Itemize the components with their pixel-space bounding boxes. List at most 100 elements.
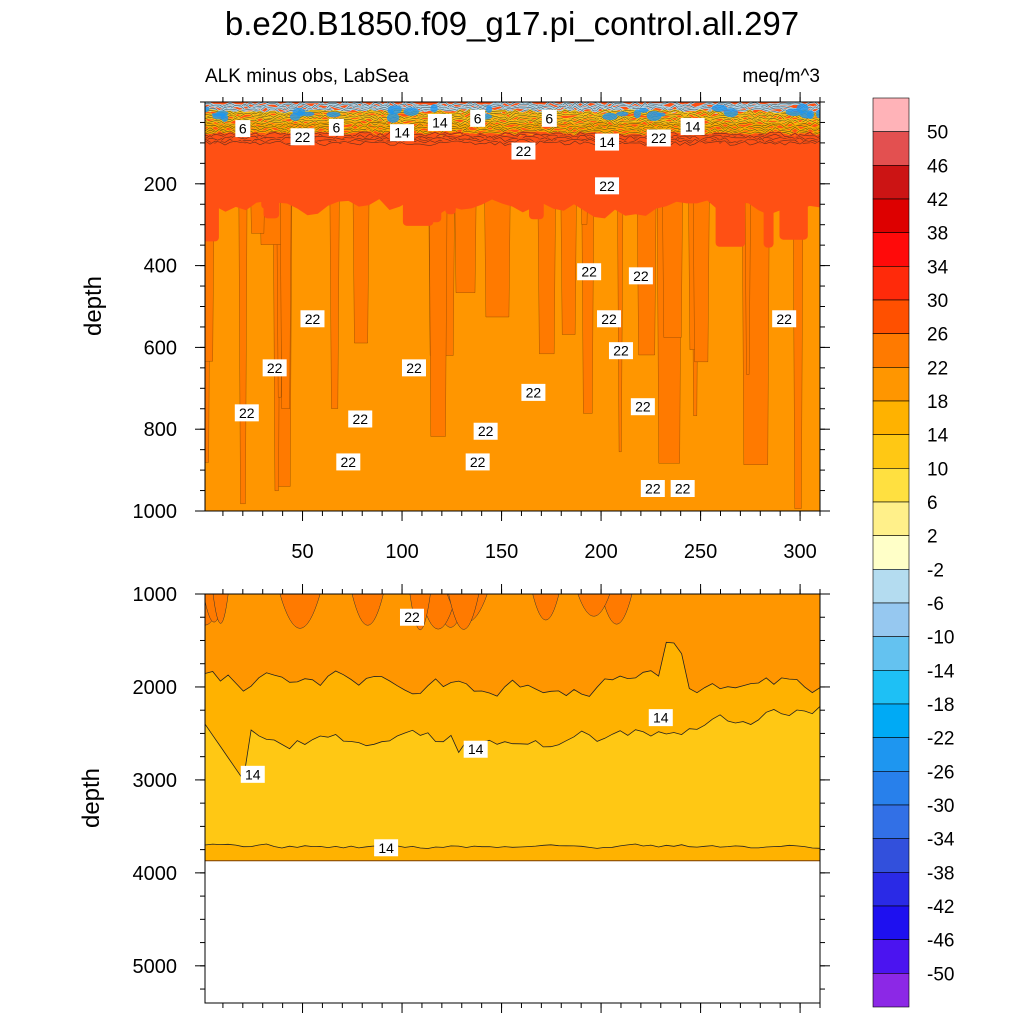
colorbar-label: -30 <box>927 796 954 817</box>
contour-label-text: 14 <box>378 840 394 856</box>
figure-title: b.e20.B1850.f09_g17.pi_control.all.297 <box>225 5 799 42</box>
surface-negative-spot <box>633 109 641 119</box>
contour-label-text: 22 <box>295 129 311 145</box>
surface-negative-spot <box>216 110 229 116</box>
surface-contour-line <box>205 102 820 107</box>
contour-label-text: 22 <box>341 454 357 470</box>
contour-label: 6 <box>541 109 557 127</box>
colorbar-box <box>872 602 910 637</box>
colorbar-box <box>872 232 910 267</box>
surface-negative-spot <box>646 111 662 121</box>
contour-label-text: 22 <box>581 264 597 280</box>
colorbar-label: 22 <box>927 358 948 379</box>
contour-label: 22 <box>262 359 287 377</box>
contour-label-text: 22 <box>406 360 422 376</box>
contour-label-text: 22 <box>305 311 321 327</box>
contour-14-line-lower <box>205 843 820 849</box>
surface-negative-spot <box>387 109 394 114</box>
contour-label-text: 14 <box>685 119 701 135</box>
contour-label-text: 22 <box>601 311 617 327</box>
contour-label: 22 <box>511 142 536 160</box>
contour-label-box <box>300 310 325 328</box>
fill-band-26-lobe <box>448 594 480 630</box>
contour-label-box <box>235 120 251 138</box>
surface-negative-spot <box>723 108 738 118</box>
contour-label-text: 22 <box>478 423 494 439</box>
colorbar-box <box>872 872 910 907</box>
surface-negative-spot <box>292 107 306 116</box>
contour-label: 22 <box>521 383 546 401</box>
colorbar-label: -50 <box>927 964 954 985</box>
contour-label: 22 <box>628 267 653 285</box>
plot-frame <box>204 593 821 1004</box>
contour-label-box <box>390 124 415 142</box>
y-tick-label: 200 <box>144 174 177 196</box>
colorbar-box <box>872 501 910 536</box>
contour-label-box <box>401 359 426 377</box>
contour-14-line <box>205 706 820 781</box>
colorbar-label: -42 <box>927 897 954 918</box>
contour-label-text: 14 <box>599 134 615 150</box>
colorbar-label: -34 <box>927 830 955 851</box>
fill-band-30-patch <box>779 122 808 240</box>
contour-label-box <box>670 480 695 498</box>
colorbar-box <box>872 771 910 806</box>
contour-label-text: 22 <box>599 178 615 194</box>
colorbar-box <box>872 131 910 166</box>
contour-label: 22 <box>473 422 498 440</box>
contour-label-text: 6 <box>332 119 340 135</box>
contour-label-box <box>597 310 622 328</box>
surface-negative-spot <box>616 111 629 117</box>
upper-panel: 6 22 6 14 14 6 6 22 14 22 14 22 22 22 22 22 22 22 22 22 22 22… <box>133 92 830 563</box>
contour-label-box <box>348 410 373 428</box>
x-tick-label: 250 <box>684 541 717 563</box>
colorbar-label: -14 <box>927 661 955 682</box>
fill-band-26-lobe <box>212 594 229 624</box>
colorbar-label: 26 <box>927 325 948 346</box>
contour-label-text: 6 <box>239 121 247 137</box>
contour-label-box <box>470 109 486 127</box>
contour-label-text: 22 <box>267 360 283 376</box>
contour-label: 22 <box>465 453 490 471</box>
colorbar-box <box>872 367 910 402</box>
contour-label-box <box>399 608 424 626</box>
contour-label-box <box>240 765 265 783</box>
contour-label: 22 <box>290 128 315 146</box>
fill-band-30-patch <box>715 122 746 247</box>
surface-negative-spot <box>602 112 618 121</box>
contour-label-box <box>521 383 546 401</box>
colorbar-box <box>872 670 910 705</box>
contour-label-text: 22 <box>633 268 649 284</box>
contour-label-box <box>463 740 488 758</box>
contour-label: 22 <box>399 608 424 626</box>
colorbar-label: 14 <box>927 426 949 447</box>
contour-label-text: 22 <box>635 399 651 415</box>
contour-label-text: 14 <box>394 125 410 141</box>
fill-band-30-patch <box>402 122 434 226</box>
colorbar-box <box>872 737 910 772</box>
contour-label-box <box>328 118 344 136</box>
fill-band-26-lobe <box>601 594 633 625</box>
contour-label: 22 <box>401 359 426 377</box>
fill-band-26-lobe <box>351 594 384 626</box>
colorbar: 50 46 42 38 34 30 26 22 18 14 10 6 2 -2 -6 -10 -14 -18 -22… <box>872 97 955 1008</box>
y-tick-label: 1000 <box>133 584 178 606</box>
fill-band-22 <box>205 594 820 697</box>
contour-label-text: 22 <box>776 311 792 327</box>
contour-label-text: 22 <box>645 481 661 497</box>
fill-band-14 <box>205 706 820 849</box>
colorbar-box <box>872 165 910 200</box>
colorbar-label: 6 <box>927 493 938 514</box>
colorbar-label: -38 <box>927 863 954 884</box>
colorbar-box <box>872 569 910 604</box>
contour-label: 22 <box>577 263 602 281</box>
colorbar-label: 18 <box>927 392 948 413</box>
y-tick-label: 1000 <box>133 501 178 523</box>
contour-label-box <box>646 129 671 147</box>
colorbar-label: 42 <box>927 190 948 211</box>
fill-band-26-lobe <box>279 594 321 629</box>
contour-label: 14 <box>463 740 488 758</box>
lower-panel: 22 14 14 14 14 1000 2000 3000 4000 5000 <box>133 584 830 1013</box>
contour-label-text: 22 <box>675 481 691 497</box>
